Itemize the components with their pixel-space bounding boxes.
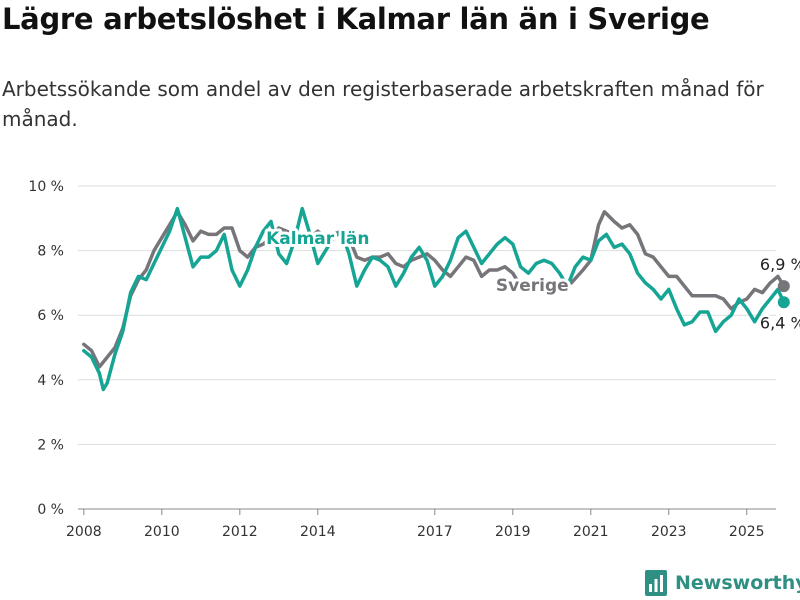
x-tick-label: 2014 — [300, 524, 336, 540]
newsworthy-logo-icon — [645, 570, 667, 596]
x-tick-label: 2025 — [729, 524, 765, 540]
series-line-sverige — [82, 210, 523, 369]
end-point-sverige — [777, 280, 790, 293]
newsworthy-logo: Newsworthy — [645, 568, 800, 598]
series-line-kalmar — [82, 206, 786, 392]
y-tick-label: 8 % — [37, 244, 64, 260]
y-tick-label: 6 % — [37, 308, 64, 324]
chart-title: Lägre arbetslöshet i Kalmar län än i Sve… — [2, 2, 710, 36]
y-tick-label: 2 % — [37, 437, 64, 453]
x-tick-label: 2019 — [495, 524, 531, 540]
x-tick-label: 2021 — [573, 524, 609, 540]
y-tick-label: 0 % — [37, 502, 64, 518]
x-tick-label: 2010 — [144, 524, 180, 540]
series-line-sverige — [569, 210, 786, 311]
x-tick-label: 2008 — [66, 524, 102, 540]
x-tick-label: 2017 — [417, 524, 453, 540]
end-point-kalmar — [777, 296, 790, 309]
series-label-sverige: Sverige — [496, 276, 569, 296]
series-label-kalmar: Kalmar län — [266, 229, 369, 249]
x-tick-label: 2012 — [222, 524, 258, 540]
end-label-kalmar: 6,4 % — [760, 313, 800, 332]
y-tick-label: 4 % — [37, 373, 64, 389]
x-tick-label: 2023 — [651, 524, 687, 540]
end-label-sverige: 6,9 % — [760, 255, 800, 274]
chart-subtitle: Arbetssökande som andel av den registerb… — [2, 77, 764, 131]
y-tick-label: 10 % — [28, 179, 64, 195]
brand-name: Newsworthy — [675, 572, 800, 594]
